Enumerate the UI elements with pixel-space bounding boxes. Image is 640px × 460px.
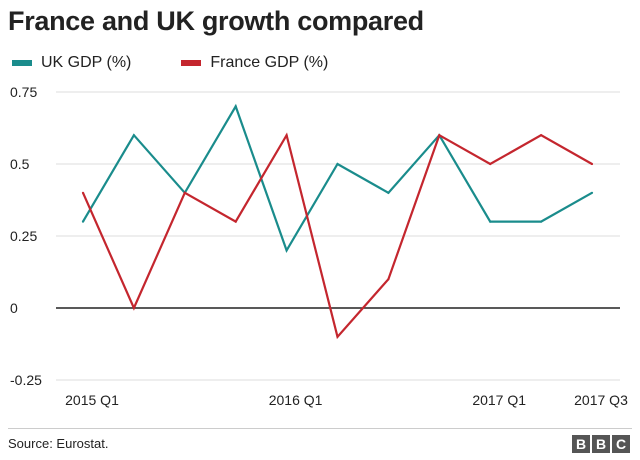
france-gdp-point xyxy=(489,162,492,166)
uk-gdp-point xyxy=(234,105,237,108)
legend-item-france: France GDP (%) xyxy=(181,54,328,72)
legend-label-france: France GDP (%) xyxy=(210,54,329,71)
france-gdp-point xyxy=(387,278,390,281)
france-gdp-point xyxy=(234,220,237,223)
x-tick-label: 2017 Q1 xyxy=(472,392,526,408)
uk-gdp-point xyxy=(285,249,288,252)
uk-gdp-point xyxy=(540,220,543,223)
footer-divider xyxy=(8,428,632,429)
y-tick-label: 0 xyxy=(10,300,18,316)
france-gdp-point xyxy=(81,191,85,194)
y-tick-label: 0.25 xyxy=(10,228,37,244)
france-gdp-point xyxy=(285,134,288,137)
x-tick-label: 2016 Q1 xyxy=(269,392,323,408)
bbc-logo-block: B xyxy=(572,435,590,453)
france-gdp-point xyxy=(132,306,135,310)
series-layer xyxy=(81,103,594,340)
bbc-logo-block: C xyxy=(612,435,630,453)
x-axis-ticks: 2015 Q1 2016 Q1 2017 Q1 2017 Q3 xyxy=(65,392,628,408)
y-tick-label: 0.5 xyxy=(10,156,30,172)
legend-item-uk: UK GDP (%) xyxy=(12,54,131,72)
source-note: Source: Eurostat. xyxy=(8,436,109,451)
france-gdp-point xyxy=(540,134,543,137)
y-axis-ticks: -0.25 0 0.25 0.5 0.75 xyxy=(10,84,42,388)
bbc-logo-block: B xyxy=(592,435,610,453)
x-tick-label: 2017 Q3 xyxy=(574,392,628,408)
france-gdp-point xyxy=(183,191,186,194)
chart-legend: UK GDP (%) France GDP (%) xyxy=(12,53,378,73)
legend-swatch-uk xyxy=(12,60,32,66)
uk-gdp-point xyxy=(132,134,135,137)
y-tick-label: -0.25 xyxy=(10,372,42,388)
grid-layer xyxy=(56,91,620,381)
uk-gdp-line xyxy=(82,103,593,253)
y-tick-label: 0.75 xyxy=(10,84,37,100)
uk-gdp-point xyxy=(336,162,339,166)
legend-swatch-france xyxy=(181,60,202,66)
uk-gdp-point xyxy=(590,191,594,194)
bbc-logo: B B C xyxy=(572,435,630,453)
france-gdp-point xyxy=(438,134,441,137)
france-gdp-point xyxy=(336,335,339,338)
legend-label-uk: UK GDP (%) xyxy=(41,54,132,71)
uk-gdp-point xyxy=(489,220,492,223)
uk-gdp-point xyxy=(387,191,390,194)
france-gdp-point xyxy=(590,162,594,166)
chart-title: France and UK growth compared xyxy=(8,6,424,36)
x-tick-label: 2015 Q1 xyxy=(65,392,119,408)
uk-gdp-point xyxy=(81,220,85,223)
